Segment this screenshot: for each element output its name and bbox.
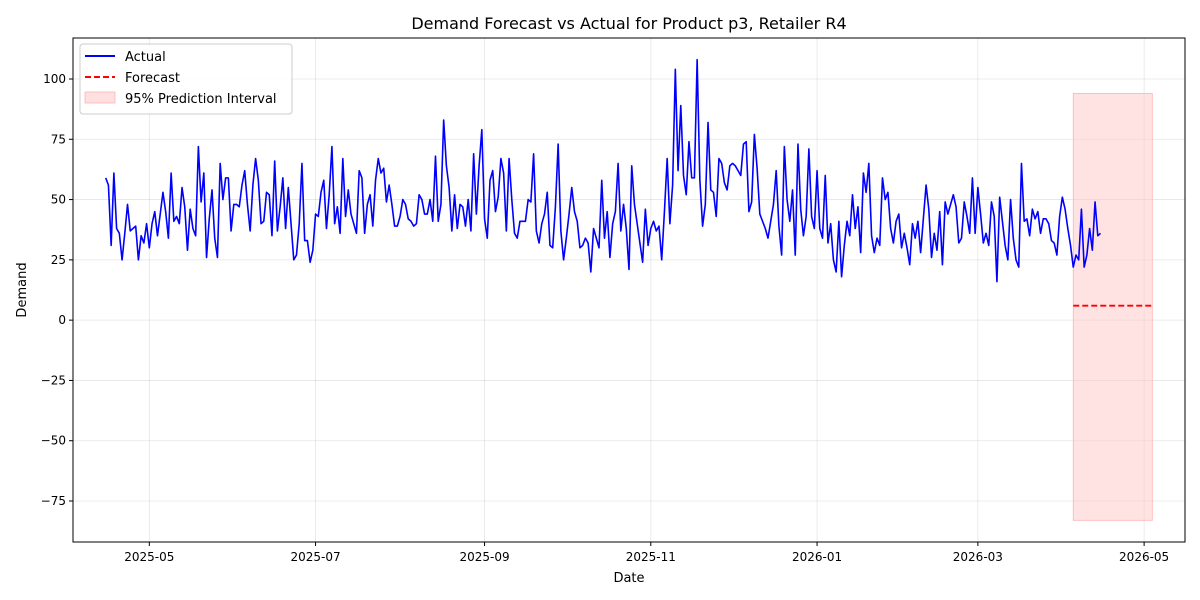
x-tick-label: 2026-03 xyxy=(953,550,1003,564)
x-tick-label: 2025-05 xyxy=(124,550,174,564)
prediction-interval-band xyxy=(1072,93,1153,521)
x-axis-label: Date xyxy=(613,571,644,586)
legend-box xyxy=(79,43,293,115)
plot-frame xyxy=(72,37,1186,543)
interval-layer xyxy=(1072,93,1153,521)
x-tick-label: 2026-05 xyxy=(1119,550,1169,564)
legend-interval-swatch xyxy=(84,91,116,104)
legend-interval-label: 95% Prediction Interval xyxy=(125,92,277,107)
x-tick-label: 2025-11 xyxy=(626,550,676,564)
legend-forecast-label: Forecast xyxy=(125,71,180,86)
legend-actual-label: Actual xyxy=(125,50,166,65)
y-axis-ticks: 100 75 50 25 0 −25 −50 −75 xyxy=(41,72,73,508)
chart-title: Demand Forecast vs Actual for Product p3… xyxy=(411,14,846,33)
series-layer xyxy=(104,58,1153,307)
y-tick-label: −75 xyxy=(41,494,66,508)
x-tick-label: 2025-07 xyxy=(290,550,340,564)
y-tick-label: 25 xyxy=(51,253,66,267)
y-tick-label: −50 xyxy=(41,434,66,448)
x-tick-label: 2026-01 xyxy=(792,550,842,564)
y-tick-label: 75 xyxy=(51,132,66,146)
y-tick-label: 50 xyxy=(51,193,66,207)
x-axis-ticks: 2025-05 2025-07 2025-09 2025-11 2026-01 2026-… xyxy=(124,542,1169,564)
y-tick-label: −25 xyxy=(41,373,66,387)
legend: Actual Forecast 95% Prediction Interval xyxy=(79,43,293,115)
actual-series-line xyxy=(104,58,1102,283)
y-tick-label: 0 xyxy=(58,313,66,327)
y-tick-label: 100 xyxy=(43,72,66,86)
y-axis-label: Demand xyxy=(15,262,30,317)
x-tick-label: 2025-09 xyxy=(459,550,509,564)
